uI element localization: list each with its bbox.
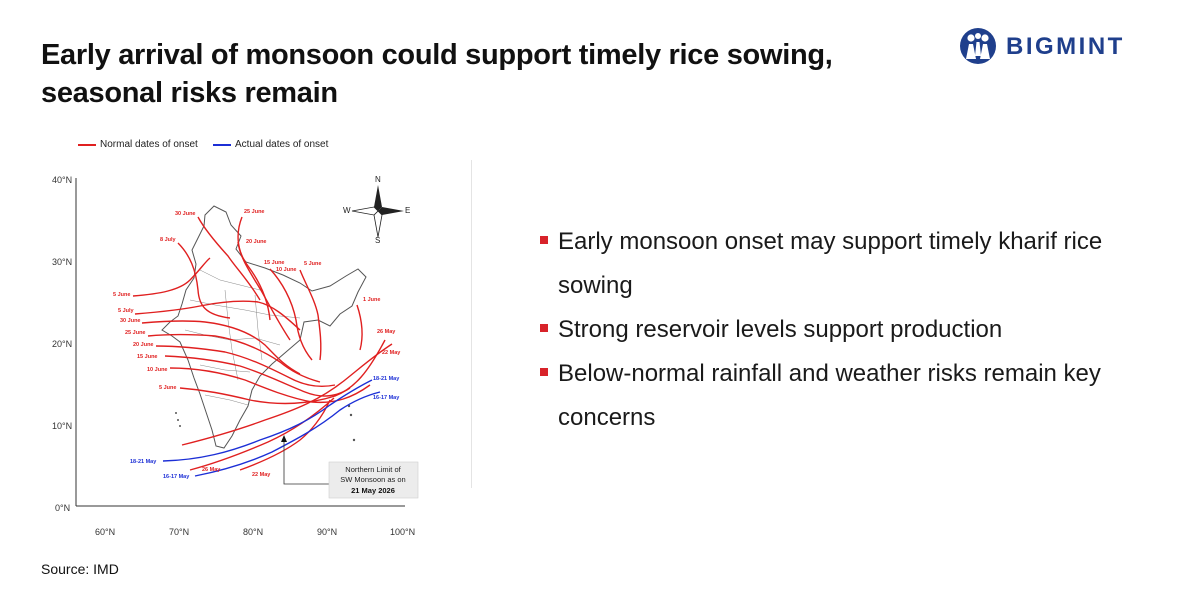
- callout-line-1: Northern Limit of: [345, 465, 401, 474]
- source-note: Source: IMD: [41, 561, 119, 577]
- actual-onset-lines: [162, 379, 381, 477]
- actual-label: 16-17 May: [163, 474, 190, 480]
- bullet-square-icon: [540, 368, 548, 376]
- callout-arrow-icon: [281, 435, 287, 442]
- isoline-5-june-north: [299, 269, 322, 361]
- isoline-25-june: [237, 216, 271, 321]
- legend-label-actual: Actual dates of onset: [235, 139, 329, 150]
- compass-east-label: E: [405, 206, 410, 215]
- isoline-8-july: [177, 242, 231, 319]
- isoline-26-may-east: [179, 339, 386, 405]
- x-tick-label: 100°N: [390, 527, 415, 537]
- isoline-22-may-south: [239, 399, 331, 471]
- bullet-square-icon: [540, 236, 548, 244]
- x-tick-label: 60°N: [95, 527, 115, 537]
- northern-limit-callout: Northern Limit of SW Monsoon as on 21 Ma…: [281, 435, 419, 499]
- compass-rose-icon: N S E W: [343, 175, 410, 245]
- legend-swatch-actual: [213, 143, 231, 146]
- normal-label: 26 May: [377, 329, 396, 335]
- isoline-10-june-west: [169, 367, 371, 404]
- isoline-20-june-west: [155, 345, 336, 387]
- normal-label: 20 June: [133, 342, 153, 348]
- isoline-15-june-west: [164, 355, 351, 397]
- normal-label: 5 July: [118, 308, 135, 314]
- legend-label-normal: Normal dates of onset: [100, 139, 198, 150]
- page-title: Early arrival of monsoon could support t…: [41, 39, 833, 109]
- bullet-square-icon: [540, 324, 548, 332]
- normal-label: 25 June: [244, 209, 264, 215]
- isoline-26-may-south: [189, 397, 335, 471]
- bullet-text: Early monsoon onset may support timely k…: [558, 228, 1103, 299]
- normal-label: 5 June: [113, 292, 130, 298]
- isoline-5-june-west: [132, 257, 211, 297]
- normal-label: 1 June: [363, 297, 380, 303]
- isoline-5-july: [134, 300, 301, 331]
- compass-west-label: W: [343, 206, 351, 215]
- bullet-item: Strong reservoir levels support producti…: [540, 308, 1160, 352]
- actual-label: 18-21 May: [130, 459, 157, 465]
- panel-divider: [471, 160, 472, 488]
- bullet-list: Early monsoon onset may support timely k…: [540, 220, 1160, 440]
- isoline-actual-16-17-may: [194, 391, 381, 477]
- brand-name: BIGMINT: [1006, 33, 1125, 60]
- y-tick-label: 10°N: [52, 421, 72, 431]
- compass-north-label: N: [375, 175, 381, 184]
- normal-label: 15 June: [264, 260, 284, 266]
- actual-label: 16-17 May: [373, 395, 400, 401]
- island-dots: [175, 404, 356, 442]
- y-tick-label: 0°N: [55, 503, 70, 513]
- brand-logo: BIGMINT: [958, 26, 1158, 66]
- isoline-30-june: [197, 216, 261, 301]
- isoline-1-june: [356, 304, 363, 351]
- normal-label: 26 May: [202, 467, 221, 473]
- y-tick-label: 40°N: [52, 175, 72, 185]
- x-tick-label: 70°N: [169, 527, 189, 537]
- normal-label: 22 May: [252, 472, 271, 478]
- callout-line-2: SW Monsoon as on: [340, 475, 405, 484]
- isoline-15-june: [269, 268, 313, 361]
- y-tick-label: 20°N: [52, 339, 72, 349]
- x-tick-label: 90°N: [317, 527, 337, 537]
- isoline-22-may-east: [181, 343, 393, 446]
- bigmint-logo-icon: [960, 28, 996, 64]
- normal-label: 10 June: [147, 367, 167, 373]
- actual-label: 18-21 May: [373, 376, 400, 382]
- normal-label: 30 June: [120, 318, 140, 324]
- y-tick-label: 30°N: [52, 257, 72, 267]
- normal-label: 30 June: [175, 211, 195, 217]
- normal-label: 5 June: [304, 261, 321, 267]
- normal-label: 25 June: [125, 330, 145, 336]
- isoline-actual-18-21-may: [162, 379, 373, 462]
- state-boundaries: [184, 269, 301, 406]
- legend-item-normal: Normal dates of onset: [78, 139, 198, 150]
- bullet-item: Below-normal rainfall and weather risks …: [540, 352, 1160, 440]
- callout-line-3: 21 May 2026: [351, 486, 395, 495]
- normal-label: 15 June: [137, 354, 157, 360]
- bullet-text: Strong reservoir levels support producti…: [558, 316, 1003, 343]
- normal-label: 20 June: [246, 239, 266, 245]
- isoline-30-june-west: [141, 320, 301, 375]
- normal-onset-lines: [132, 216, 393, 471]
- bullet-text: Below-normal rainfall and weather risks …: [558, 360, 1101, 431]
- legend-item-actual: Actual dates of onset: [213, 139, 328, 150]
- isoline-20-june: [237, 241, 291, 341]
- normal-label: 5 June: [159, 385, 176, 391]
- bullet-item: Early monsoon onset may support timely k…: [540, 220, 1160, 308]
- isoline-25-june-west: [147, 333, 321, 383]
- legend-swatch-normal: [78, 143, 96, 146]
- normal-label: 22 May: [382, 350, 401, 356]
- x-tick-label: 80°N: [243, 527, 263, 537]
- india-map-outline: [161, 205, 367, 449]
- normal-label: 10 June: [276, 267, 296, 273]
- compass-south-label: S: [375, 236, 380, 245]
- normal-label: 8 July: [160, 237, 177, 243]
